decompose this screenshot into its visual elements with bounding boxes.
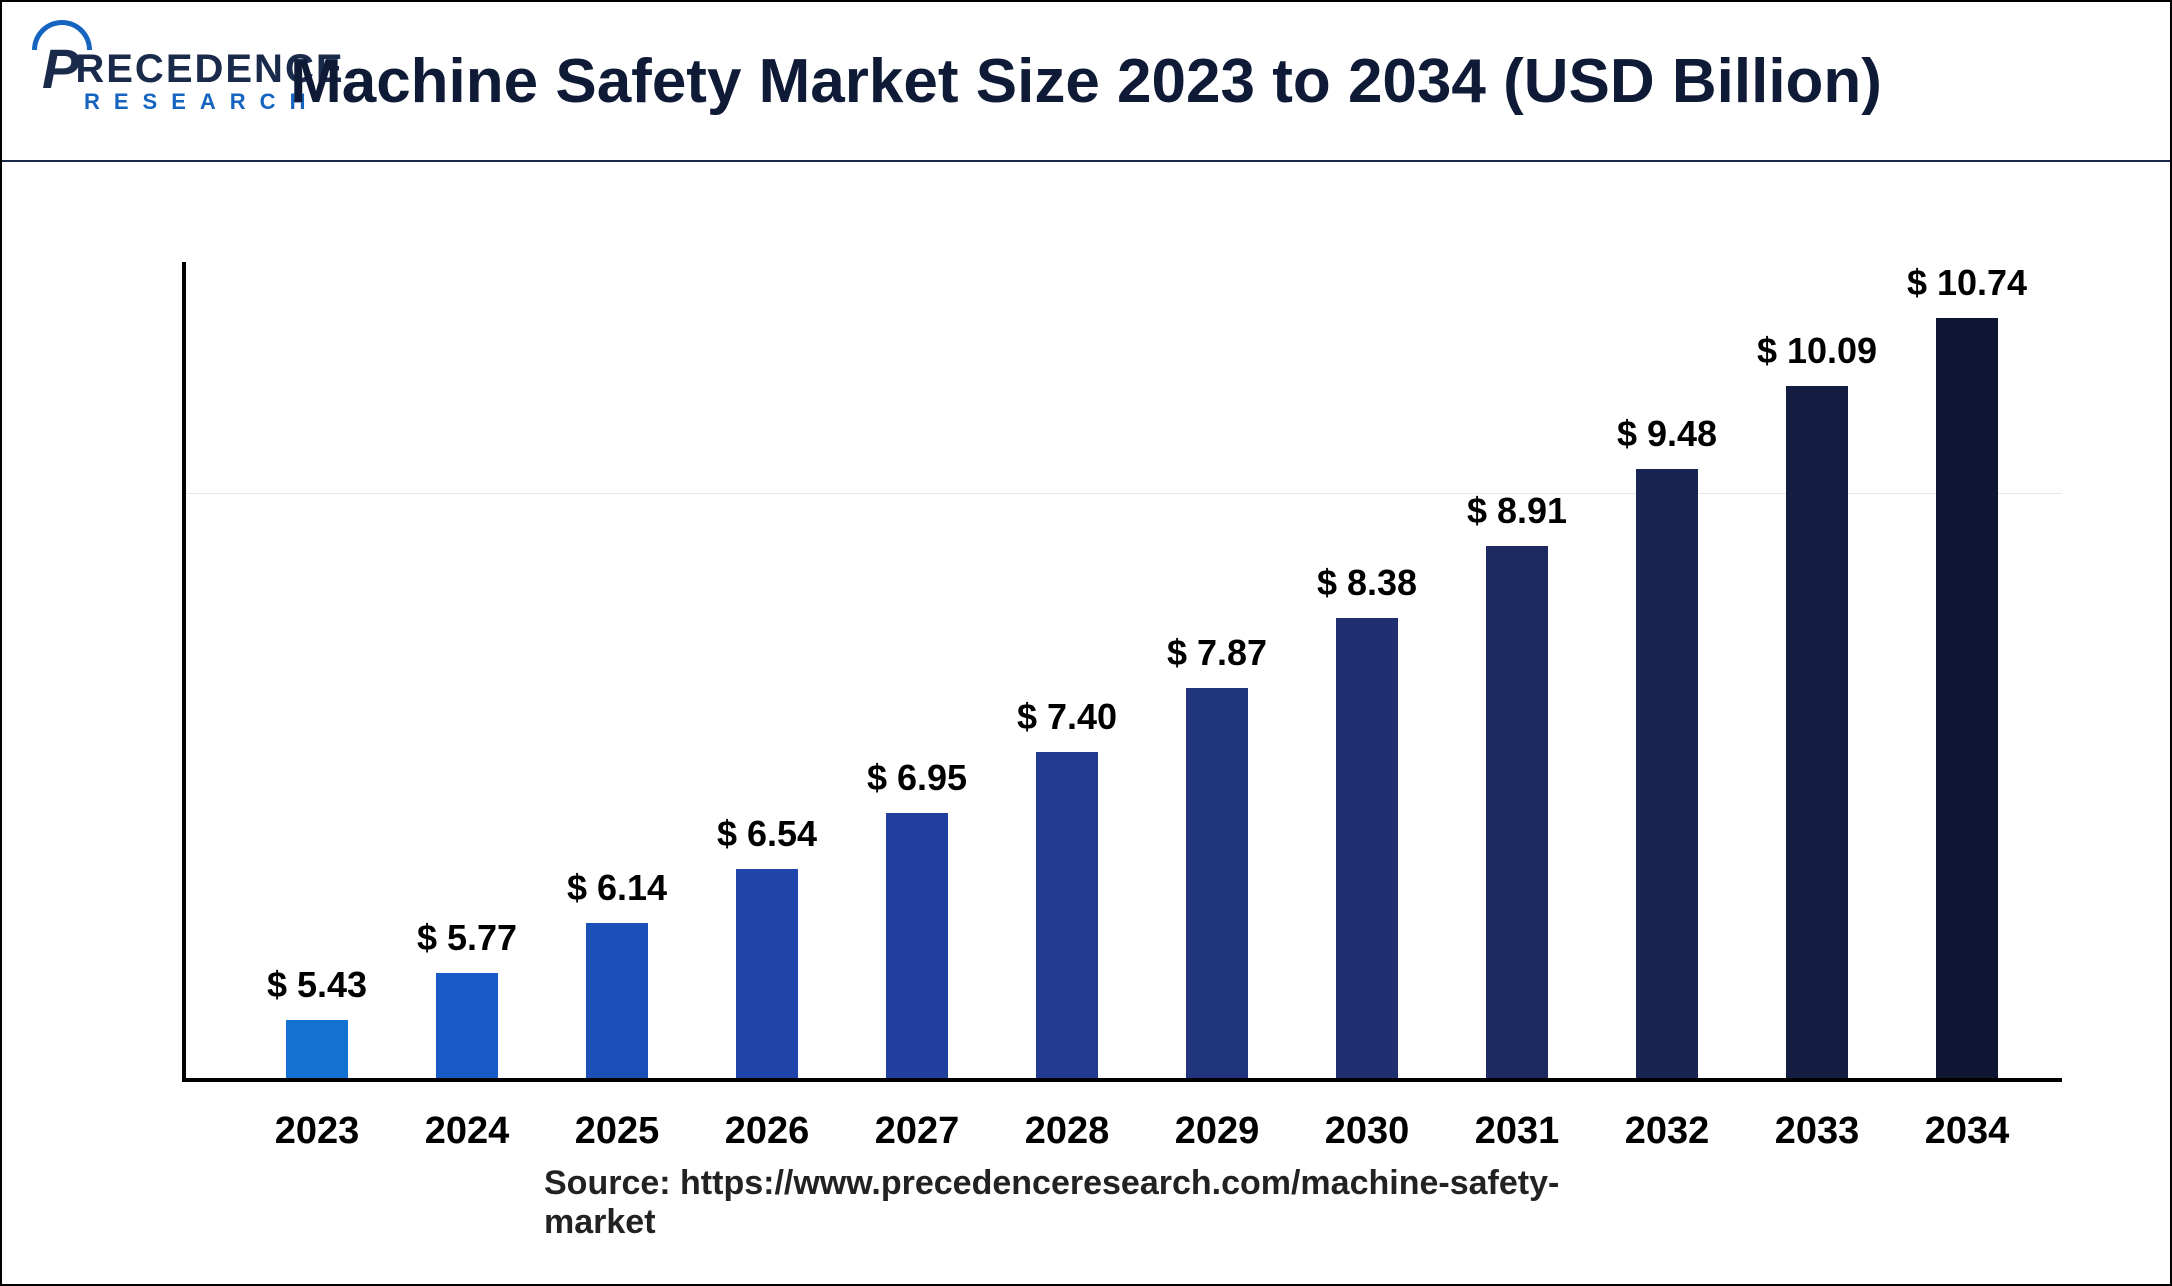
category-label: 2029	[1142, 1110, 1292, 1153]
category-label: 2024	[392, 1110, 542, 1153]
bar-slot: $ 10.09	[1742, 262, 1892, 1078]
bar	[1186, 688, 1248, 1078]
category-label: 2025	[542, 1110, 692, 1153]
bar-slot: $ 6.95	[842, 262, 992, 1078]
bar	[586, 923, 648, 1078]
bar-slot: $ 9.48	[1592, 262, 1742, 1078]
source-text: Source: https://www.precedenceresearch.c…	[544, 1164, 1628, 1242]
bar-value-label: $ 5.43	[267, 964, 367, 1006]
category-label: 2030	[1292, 1110, 1442, 1153]
category-label: 2033	[1742, 1110, 1892, 1153]
category-label: 2032	[1592, 1110, 1742, 1153]
bar-value-label: $ 10.09	[1757, 330, 1877, 372]
bar-slot: $ 7.40	[992, 262, 1142, 1078]
bar	[1486, 546, 1548, 1078]
bar-slot: $ 8.91	[1442, 262, 1592, 1078]
category-label: 2031	[1442, 1110, 1592, 1153]
bar-value-label: $ 8.38	[1317, 562, 1417, 604]
logo-p-letter: P	[42, 36, 81, 101]
chart-area: $ 5.43 $ 5.77 $ 6.14 $ 6.54 $ 6.95 $ 7.40 $ 7.…	[182, 262, 2062, 1082]
bar-slot: $ 7.87	[1142, 262, 1292, 1078]
bar-value-label: $ 6.54	[717, 813, 817, 855]
bar	[1336, 618, 1398, 1078]
bar-value-label: $ 9.48	[1617, 413, 1717, 455]
chart-title: Machine Safety Market Size 2023 to 2034 …	[290, 46, 1882, 117]
x-axis	[182, 1078, 2062, 1082]
bar	[436, 973, 498, 1078]
bar-value-label: $ 5.77	[417, 917, 517, 959]
category-label: 2028	[992, 1110, 1142, 1153]
bar	[286, 1020, 348, 1078]
bar-slot: $ 5.43	[242, 262, 392, 1078]
bar	[886, 813, 948, 1078]
bar	[736, 869, 798, 1078]
bar-value-label: $ 7.40	[1017, 696, 1117, 738]
bar-value-label: $ 6.14	[567, 867, 667, 909]
bar	[1936, 318, 1998, 1078]
logo-sub-text: RESEARCH	[84, 89, 319, 115]
bar-slot: $ 6.54	[692, 262, 842, 1078]
bar-value-label: $ 7.87	[1167, 632, 1267, 674]
category-labels: 2023202420252026202720282029203020312032…	[182, 1110, 2062, 1153]
bar-slot: $ 5.77	[392, 262, 542, 1078]
chart-frame: P RECEDENCE RESEARCH Machine Safety Mark…	[0, 0, 2172, 1286]
bar	[1636, 469, 1698, 1078]
bar-value-label: $ 10.74	[1907, 262, 2027, 304]
bar-value-label: $ 8.91	[1467, 490, 1567, 532]
bar	[1036, 752, 1098, 1078]
header: P RECEDENCE RESEARCH Machine Safety Mark…	[2, 2, 2170, 162]
bar-slot: $ 10.74	[1892, 262, 2042, 1078]
bar	[1786, 386, 1848, 1078]
bars-container: $ 5.43 $ 5.77 $ 6.14 $ 6.54 $ 6.95 $ 7.40 $ 7.…	[182, 262, 2062, 1078]
category-label: 2027	[842, 1110, 992, 1153]
bar-slot: $ 6.14	[542, 262, 692, 1078]
category-label: 2023	[242, 1110, 392, 1153]
bar-value-label: $ 6.95	[867, 757, 967, 799]
category-label: 2034	[1892, 1110, 2042, 1153]
category-label: 2026	[692, 1110, 842, 1153]
bar-slot: $ 8.38	[1292, 262, 1442, 1078]
